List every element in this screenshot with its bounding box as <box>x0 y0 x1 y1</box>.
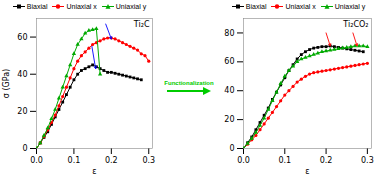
html-text:Uniaxial x: Uniaxial x <box>285 2 316 10</box>
svg-text:σ (GPa): σ (GPa) <box>2 69 11 98</box>
html-text:Biaxial: Biaxial <box>245 2 267 10</box>
svg-text:ε: ε <box>92 167 96 176</box>
svg-text:0: 0 <box>229 144 234 153</box>
svg-text:0: 0 <box>22 144 27 153</box>
svg-text:Ti₂C: Ti₂C <box>133 20 150 29</box>
svg-text:0.2: 0.2 <box>320 156 333 165</box>
html-text:Uniaxial x: Uniaxial x <box>66 2 97 10</box>
html-text:Biaxial: Biaxial <box>26 2 48 10</box>
html-text:Uniaxial y: Uniaxial y <box>115 2 147 10</box>
svg-text:0.1: 0.1 <box>278 156 291 165</box>
svg-text:ε: ε <box>305 167 309 176</box>
html-text:Functionalization: Functionalization <box>164 80 214 86</box>
svg-text:40: 40 <box>17 70 27 79</box>
svg-text:Ti₂CO₂: Ti₂CO₂ <box>342 20 368 29</box>
svg-text:20: 20 <box>17 107 27 116</box>
svg-text:80: 80 <box>224 29 234 38</box>
svg-text:0.3: 0.3 <box>361 156 374 165</box>
svg-text:0.2: 0.2 <box>105 156 118 165</box>
svg-text:40: 40 <box>224 86 234 95</box>
svg-text:0.1: 0.1 <box>68 156 81 165</box>
html-text:Uniaxial y: Uniaxial y <box>334 2 366 10</box>
svg-text:0.3: 0.3 <box>142 156 155 165</box>
svg-text:60: 60 <box>17 33 27 42</box>
svg-text:20: 20 <box>224 115 234 124</box>
svg-text:0.0: 0.0 <box>30 156 43 165</box>
svg-text:0.0: 0.0 <box>237 156 250 165</box>
svg-text:60: 60 <box>224 57 234 66</box>
